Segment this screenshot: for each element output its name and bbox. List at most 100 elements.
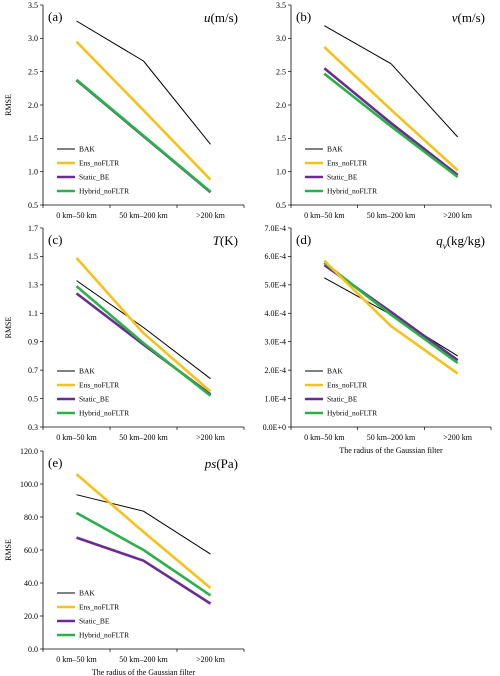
variable-symbol: T <box>213 233 221 248</box>
variable-symbol: v <box>452 10 458 25</box>
y-tick-label: 0.9 <box>28 338 38 347</box>
series-line-ens-nofltr <box>323 259 459 375</box>
y-tick-label: 1.0 <box>276 167 286 176</box>
series-line-bak <box>76 280 211 380</box>
x-tick-label: 0 km–50 km <box>304 433 345 442</box>
variable-symbol: ps <box>204 456 217 471</box>
panel-label: (e) <box>48 455 62 470</box>
legend-label: Static_BE <box>79 395 110 404</box>
y-tick-label: 6.0E-4 <box>264 252 286 261</box>
y-tick-label: 0.0E+0 <box>263 423 286 432</box>
series-line-hybrid-nofltr <box>323 261 459 365</box>
y-tick-label: 120.0 <box>20 447 38 456</box>
legend-label: BAK <box>79 589 95 598</box>
x-tick-label: 50 km–200 km <box>367 211 416 220</box>
y-tick-label: 0.5 <box>28 394 38 403</box>
legend-label: Ens_noFLTR <box>327 381 367 390</box>
variable-title: v(m/s) <box>452 10 485 25</box>
series-line-ens-nofltr <box>75 257 212 393</box>
series-line-ens-nofltr <box>75 40 212 181</box>
series-line-hybrid-nofltr <box>75 285 212 397</box>
y-tick-label: 2.0 <box>28 101 38 110</box>
variable-unit: (Pa) <box>216 456 238 471</box>
chart-panel-1: 0.5 1.0 1.5 2.0 2.5 3.0 3.5 0 km–50 km 50 km–200… <box>4 1 245 220</box>
y-tick-label: 1.5 <box>28 134 38 143</box>
variable-subscript: v <box>443 241 447 251</box>
legend-label: Ens_noFLTR <box>79 159 119 168</box>
legend-label: Static_BE <box>79 173 110 182</box>
y-tick-label: 20.0 <box>24 612 38 621</box>
chart-panel-4: 0.0E+0 1.0E-4 2.0E-4 3.0E-4 4.0E-4 5.0E-4 6.0E… <box>263 224 492 455</box>
x-tick-label: 50 km–200 km <box>119 211 168 220</box>
variable-unit: (kg/kg) <box>447 233 485 248</box>
y-tick-label: 1.3 <box>28 281 38 290</box>
series-line-hybrid-nofltr <box>75 78 212 193</box>
variable-unit: (m/s) <box>211 10 238 25</box>
variable-unit: (K) <box>220 233 238 248</box>
variable-symbol: u <box>204 10 211 25</box>
legend-label: Hybrid_noFLTR <box>79 409 129 418</box>
legend-label: Hybrid_noFLTR <box>327 187 377 196</box>
series-line-ens-nofltr <box>75 473 212 589</box>
y-tick-label: 100.0 <box>20 480 38 489</box>
panel-label: (d) <box>296 232 311 247</box>
x-tick-label: 50 km–200 km <box>367 433 416 442</box>
legend-label: Ens_noFLTR <box>79 381 119 390</box>
y-tick-label: 1.1 <box>28 309 38 318</box>
y-tick-label: 1.5 <box>28 252 38 261</box>
y-tick-label: 1.5 <box>276 134 286 143</box>
y-axis-label: RMSE <box>4 94 13 116</box>
y-tick-label: 3.5 <box>276 1 286 10</box>
x-tick-label: 0 km–50 km <box>56 655 97 664</box>
legend-label: Hybrid_noFLTR <box>327 409 377 418</box>
y-tick-label: 2.5 <box>28 67 38 76</box>
y-tick-label: 3.5 <box>28 1 38 10</box>
y-axis-label: RMSE <box>4 317 13 339</box>
y-tick-label: 1.7 <box>28 224 38 233</box>
y-tick-label: 7.0E-4 <box>264 224 286 233</box>
series-line-bak <box>324 25 459 138</box>
y-tick-label: 60.0 <box>24 546 38 555</box>
legend-label: Static_BE <box>327 395 358 404</box>
x-tick-label: >200 km <box>443 211 473 220</box>
variable-unit: (m/s) <box>458 10 485 25</box>
legend-label: Static_BE <box>79 617 110 626</box>
x-axis-label: The radius of the Gaussian filter <box>339 446 443 455</box>
x-tick-label: >200 km <box>443 433 473 442</box>
panel-label: (b) <box>296 9 311 24</box>
y-tick-label: 2.0 <box>276 101 286 110</box>
series-line-static-be <box>76 536 212 605</box>
legend-label: BAK <box>327 145 343 154</box>
y-tick-label: 40.0 <box>24 579 38 588</box>
y-tick-label: 2.0E-4 <box>264 366 286 375</box>
y-tick-label: 0.7 <box>28 366 38 375</box>
panel-label: (a) <box>48 9 62 24</box>
x-tick-label: 0 km–50 km <box>56 211 97 220</box>
legend-label: BAK <box>79 145 95 154</box>
y-tick-label: 0.5 <box>276 201 286 210</box>
legend-label: Hybrid_noFLTR <box>79 631 129 640</box>
x-tick-label: >200 km <box>196 211 226 220</box>
x-tick-label: >200 km <box>196 655 226 664</box>
y-tick-label: 0.3 <box>28 423 38 432</box>
y-tick-label: 0.5 <box>28 201 38 210</box>
series-line-bak <box>76 20 211 145</box>
y-tick-label: 3.0 <box>28 34 38 43</box>
y-tick-label: 4.0E-4 <box>264 309 286 318</box>
y-tick-label: 5.0E-4 <box>264 281 286 290</box>
legend-label: Ens_noFLTR <box>79 603 119 612</box>
y-tick-label: 2.5 <box>276 67 286 76</box>
y-axis-label: RMSE <box>4 539 13 561</box>
series-line-ens-nofltr <box>323 46 459 172</box>
legend-label: Ens_noFLTR <box>327 159 367 168</box>
y-tick-label: 1.0 <box>28 167 38 176</box>
variable-title: T(K) <box>213 233 238 248</box>
x-tick-label: 0 km–50 km <box>304 211 345 220</box>
panel-label: (c) <box>48 232 62 247</box>
chart-panel-2: 0.5 1.0 1.5 2.0 2.5 3.0 3.5 0 km–50 km 50 km–200… <box>276 1 492 220</box>
series-line-static-be <box>323 67 459 177</box>
y-tick-label: 80.0 <box>24 513 38 522</box>
y-tick-label: 0.0 <box>28 645 38 654</box>
x-tick-label: 50 km–200 km <box>119 655 168 664</box>
x-axis-label: The radius of the Gaussian filter <box>92 668 196 676</box>
